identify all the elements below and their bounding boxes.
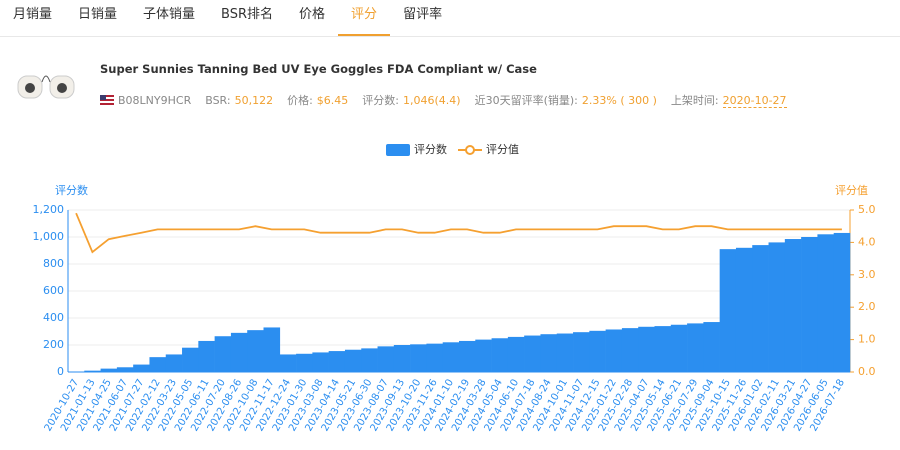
tab-bar: 月销量 日销量 子体销量 BSR排名 价格 评分 留评率 xyxy=(0,0,900,37)
info-label: 评分数: xyxy=(362,94,400,107)
bar xyxy=(703,322,720,372)
bar xyxy=(426,343,444,372)
info-label: 近30天留评率(销量): xyxy=(474,94,578,107)
y-tick-label: 400 xyxy=(43,311,64,324)
y-tick-label: 1,000 xyxy=(33,230,65,243)
bar xyxy=(165,354,183,372)
y-tick-label: 200 xyxy=(43,338,64,351)
bar xyxy=(116,367,134,372)
bar xyxy=(198,340,215,372)
legend-label: 评分值 xyxy=(486,143,519,156)
bar xyxy=(491,338,509,372)
tab[interactable]: 评分 xyxy=(338,0,391,36)
bar xyxy=(230,332,248,372)
line xyxy=(75,212,842,254)
product-image xyxy=(17,75,75,99)
tab[interactable]: 价格 xyxy=(299,7,326,22)
bar xyxy=(133,364,150,372)
legend-label: 评分数 xyxy=(414,143,447,156)
info-label: 价格: xyxy=(287,94,313,107)
info-item: 近30天留评率(销量): 2.33% ( 300 ) xyxy=(475,92,657,108)
y2-tick-label: 5.0 xyxy=(858,203,876,216)
tab[interactable]: 子体销量 xyxy=(143,7,196,22)
bar xyxy=(654,326,672,372)
info-label: BSR: xyxy=(205,93,231,107)
y-tick-label: 1,200 xyxy=(33,203,65,216)
flag-icon xyxy=(100,95,114,105)
y-tick-label: 0 xyxy=(57,365,64,378)
y-axis-title: 评分数 xyxy=(55,184,88,197)
bar xyxy=(100,368,118,372)
info-value: 2020-10-27 xyxy=(722,94,787,108)
bar xyxy=(573,332,590,372)
info-item: 上架时间: 2020-10-27 xyxy=(671,92,787,108)
bar xyxy=(328,351,346,372)
y-tick-label: 800 xyxy=(43,257,64,270)
bar xyxy=(589,330,606,372)
bar xyxy=(312,352,329,372)
info-item: 价格: $6.45 xyxy=(287,92,348,108)
y2-tick-label: 0.0 xyxy=(858,365,876,378)
info-value: 2.33% ( 300 ) xyxy=(581,94,657,107)
bar xyxy=(833,232,851,372)
bar xyxy=(442,342,460,372)
info-value: 50,122 xyxy=(234,93,274,107)
bar xyxy=(214,336,232,372)
info-value: 1,046(4.4) xyxy=(403,94,461,107)
bar xyxy=(621,328,639,372)
bar xyxy=(182,347,199,372)
bar xyxy=(410,344,427,372)
bar xyxy=(768,242,786,372)
bar xyxy=(735,247,753,372)
info-label: 上架时间: xyxy=(670,94,719,107)
tab[interactable]: 留评率 xyxy=(403,7,443,22)
bar xyxy=(393,345,411,372)
y2-tick-label: 1.0 xyxy=(858,333,876,346)
bar xyxy=(719,249,737,372)
bar xyxy=(670,324,688,372)
bar xyxy=(817,234,835,372)
bar xyxy=(279,354,297,372)
bar xyxy=(475,339,492,372)
legend-marker xyxy=(465,145,475,155)
bar xyxy=(540,334,558,372)
bar xyxy=(344,349,362,372)
info-item: 评分数: 1,046(4.4) xyxy=(362,92,460,108)
asin: B08LNY9HCR xyxy=(100,94,191,107)
bar xyxy=(638,326,655,372)
legend-swatch xyxy=(386,144,410,156)
y2-tick-label: 2.0 xyxy=(858,300,876,313)
bar xyxy=(361,348,378,372)
info-value: $6.45 xyxy=(316,94,349,107)
bar xyxy=(247,330,264,372)
tab[interactable]: BSR排名 xyxy=(221,7,274,22)
y2-tick-label: 4.0 xyxy=(858,235,876,248)
bar xyxy=(752,245,769,372)
info-item: BSR: 50,122 xyxy=(205,94,273,107)
y-tick-label: 600 xyxy=(43,284,64,297)
bar xyxy=(784,239,802,372)
tab[interactable]: 日销量 xyxy=(78,7,118,22)
bar xyxy=(377,346,395,372)
bar xyxy=(524,335,541,372)
bar xyxy=(296,353,313,372)
product-title: Super Sunnies Tanning Bed UV Eye Goggles… xyxy=(100,62,537,76)
bar xyxy=(687,323,704,372)
asin-text[interactable]: B08LNY9HCR xyxy=(118,93,192,107)
y2-tick-label: 3.0 xyxy=(858,268,876,281)
bar xyxy=(507,336,525,372)
tab[interactable]: 月销量 xyxy=(13,7,53,22)
bar xyxy=(84,370,101,372)
bar xyxy=(263,327,281,372)
bar xyxy=(801,237,818,372)
bar xyxy=(605,329,623,372)
bar xyxy=(149,357,167,372)
bar xyxy=(556,333,574,372)
y2-axis-title: 评分值 xyxy=(835,184,868,197)
bar xyxy=(459,340,476,372)
product-info: B08LNY9HCR BSR: 50,122 价格: $6.45 评分数: 1,046(4… xyxy=(100,92,787,108)
